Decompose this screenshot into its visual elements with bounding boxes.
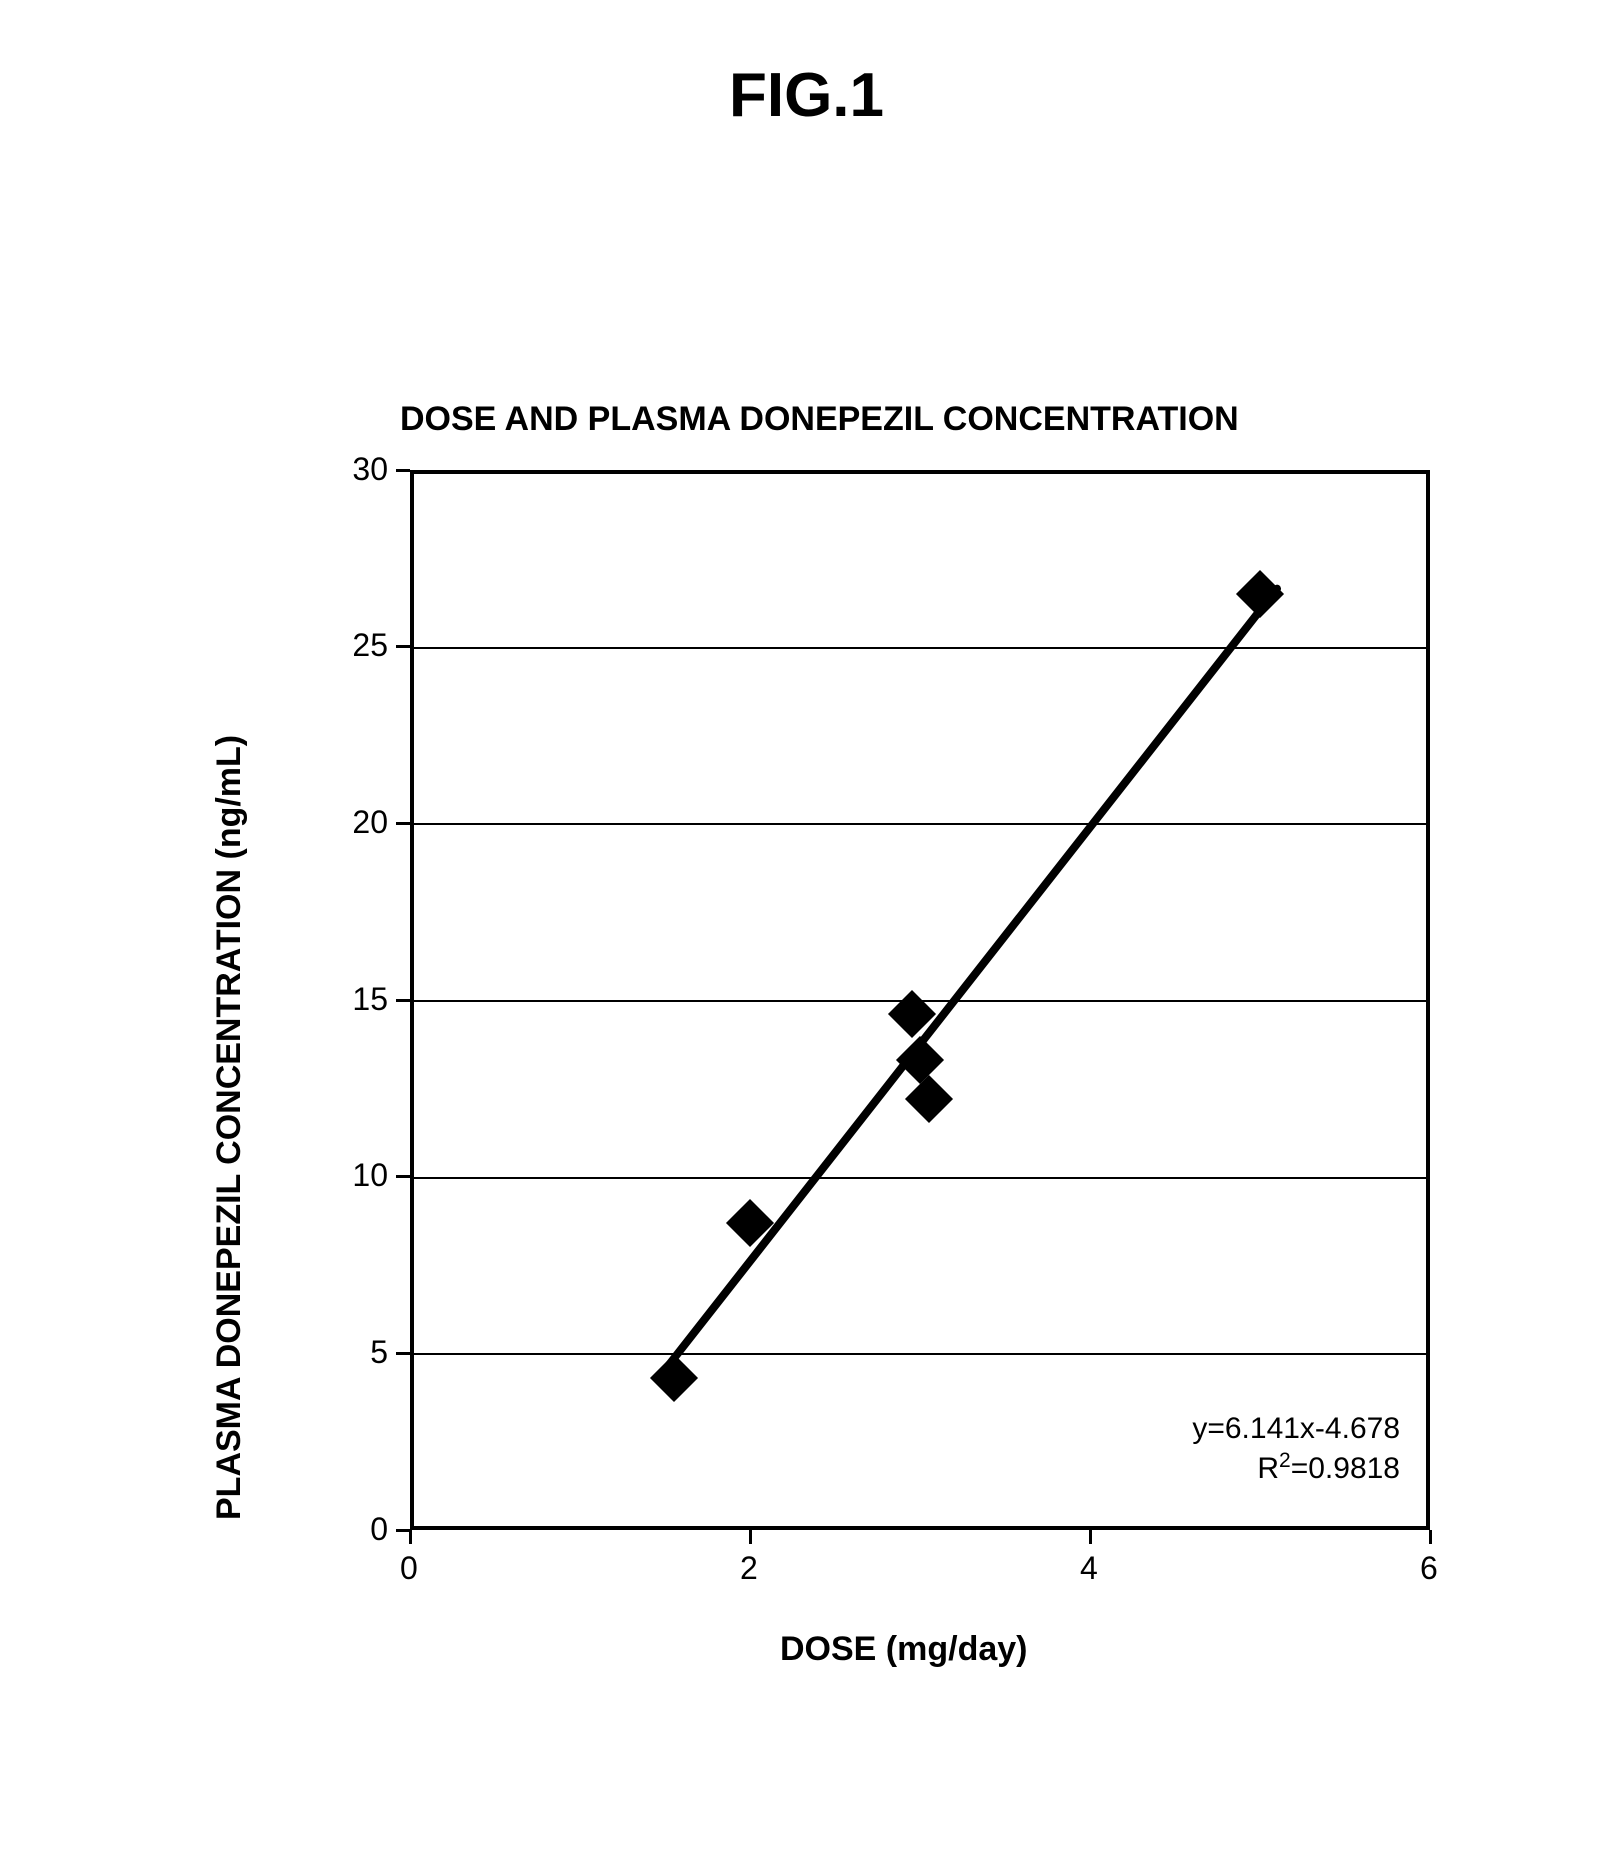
y-tick-label: 20: [352, 804, 388, 841]
plot-area: [410, 470, 1430, 1530]
x-tick-label: 2: [740, 1550, 758, 1587]
gridline: [410, 647, 1430, 649]
x-tick: [749, 1530, 752, 1544]
y-tick: [396, 1175, 410, 1178]
y-tick-label: 30: [352, 451, 388, 488]
figure-title: FIG.1: [0, 60, 1613, 131]
x-tick-label: 4: [1080, 1550, 1098, 1587]
chart-title: DOSE AND PLASMA DONEPEZIL CONCENTRATION: [400, 400, 1239, 439]
regression-equation: y=6.141x-4.678: [410, 1410, 1400, 1448]
x-tick: [1089, 1530, 1092, 1544]
y-axis-label: PLASMA DONEPEZIL CONCENTRATION (ng/mL): [210, 735, 249, 1520]
y-tick-label: 0: [370, 1511, 388, 1548]
y-tick: [396, 469, 410, 472]
x-tick: [409, 1530, 412, 1544]
regression-r2: R2=0.9818: [410, 1448, 1400, 1488]
y-tick-label: 15: [352, 981, 388, 1018]
y-tick: [396, 645, 410, 648]
page: { "figure": { "title": "FIG.1", "title_f…: [0, 0, 1613, 1865]
x-tick-label: 0: [400, 1550, 418, 1587]
y-tick: [396, 999, 410, 1002]
regression-annotation: y=6.141x-4.678 R2=0.9818: [410, 1410, 1400, 1487]
y-tick: [396, 822, 410, 825]
y-tick-label: 10: [352, 1157, 388, 1194]
y-tick-label: 25: [352, 627, 388, 664]
y-tick-label: 5: [370, 1334, 388, 1371]
gridline: [410, 1177, 1430, 1179]
chart: DOSE AND PLASMA DONEPEZIL CONCENTRATION …: [150, 380, 1500, 1730]
x-tick-label: 6: [1420, 1550, 1438, 1587]
x-tick: [1429, 1530, 1432, 1544]
gridline: [410, 1353, 1430, 1355]
gridline: [410, 823, 1430, 825]
y-tick: [396, 1352, 410, 1355]
x-axis-label: DOSE (mg/day): [780, 1630, 1027, 1669]
